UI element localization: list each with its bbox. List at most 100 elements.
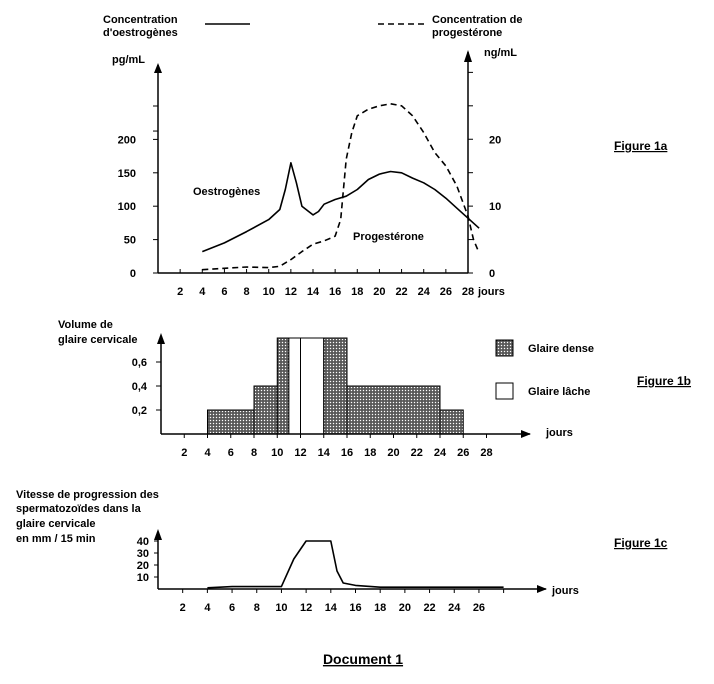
fig1a-right-unit: ng/mL: [484, 47, 517, 59]
fig1a-right-tick-label: 20: [489, 134, 501, 146]
fig1a-x-tick-label: 2: [177, 286, 183, 298]
fig1a-x-tick-label: 20: [373, 286, 385, 298]
fig1c-x-tick-label: 26: [473, 602, 485, 614]
fig1b-x-tick-label: 16: [341, 447, 353, 459]
fig1c-y-tick-label: 40: [137, 536, 149, 548]
fig1a-x-tick-label: 22: [395, 286, 407, 298]
fig1b-y-tick-label: 0,2: [132, 405, 147, 417]
figure-1c: Vitesse de progression des spermatozoïde…: [16, 489, 668, 614]
fig1a-annotation-progesterone: Progestérone: [353, 231, 424, 243]
legend-glaire-dense-label: Glaire dense: [528, 343, 594, 355]
legend-glaire-dense-swatch: [495, 339, 514, 357]
fig1a-x-tick-label: 10: [263, 286, 275, 298]
fig1b-bar: [439, 409, 464, 435]
legend-oestrogen-label-line1: Concentration: [103, 14, 178, 26]
fig1c-x-unit: jours: [551, 585, 579, 597]
fig1c-y-axis-arrow: [154, 529, 162, 540]
document-title: Document 1: [323, 651, 403, 667]
fig1b-x-tick-label: 22: [411, 447, 423, 459]
fig1b-y-tick-label: 0,6: [132, 357, 147, 369]
fig1b-x-tick-label: 14: [318, 447, 331, 459]
fig1b-x-tick-label: 20: [387, 447, 399, 459]
fig1c-x-tick-label: 20: [399, 602, 411, 614]
fig1b-bar: [300, 337, 325, 435]
fig1b-x-tick-label: 10: [271, 447, 283, 459]
fig1a-left-axis-arrow: [154, 63, 162, 73]
fig1a-series-oestrogen-line: [202, 162, 480, 253]
fig1b-x-tick-label: 2: [181, 447, 187, 459]
fig1c-y-tick-label: 30: [137, 548, 149, 560]
fig1c-x-axis-arrow: [537, 585, 547, 593]
fig1b-y-axis-arrow: [157, 333, 165, 344]
fig1b-x-tick-label: 6: [228, 447, 234, 459]
figure-1a: Concentration d'oestrogènes Concentratio…: [103, 14, 668, 298]
fig1c-x-tick-label: 4: [204, 602, 211, 614]
fig1c-x-tick-label: 16: [349, 602, 361, 614]
fig1c-x-tick-label: 2: [180, 602, 186, 614]
fig1c-x-tick-label: 14: [325, 602, 338, 614]
fig1a-x-unit: jours: [477, 286, 505, 298]
fig1a-figure-label: Figure 1a: [614, 139, 668, 153]
fig1c-figure-label: Figure 1c: [614, 536, 668, 550]
fig1b-x-tick-label: 18: [364, 447, 376, 459]
fig1a-left-tick-label: 100: [118, 201, 136, 213]
fig1b-bar: [276, 337, 290, 435]
fig1b-x-tick-label: 12: [294, 447, 306, 459]
fig1a-x-tick-label: 16: [329, 286, 341, 298]
fig1a-x-tick-label: 4: [199, 286, 206, 298]
fig1c-x-tick-label: 18: [374, 602, 386, 614]
fig1a-left-unit: pg/mL: [112, 54, 145, 66]
fig1a-annotation-oestrogen: Oestrogènes: [193, 186, 260, 198]
fig1a-right-tick-label: 10: [489, 201, 501, 213]
legend-progesterone-label-line1: Concentration de: [432, 14, 522, 26]
fig1a-left-tick-label: 50: [124, 235, 136, 247]
fig1b-ylabel-line2: glaire cervicale: [58, 334, 138, 346]
fig1c-series: [207, 540, 504, 589]
fig1c-x-tick-label: 8: [254, 602, 260, 614]
fig1c-series-line: [207, 540, 504, 589]
fig1a-x-tick-label: 26: [440, 286, 452, 298]
fig1a-left-tick-label: 200: [118, 134, 136, 146]
fig1a-x-tick-label: 8: [244, 286, 250, 298]
fig1a-series-progesterone-line: [202, 103, 480, 271]
fig1a-series: [202, 103, 480, 271]
fig1b-x-tick-label: 28: [480, 447, 492, 459]
fig1b-bar: [323, 337, 348, 435]
legend-glaire-lache-swatch: [495, 382, 514, 400]
fig1b-bar: [207, 409, 255, 435]
fig1a-x-tick-label: 24: [418, 286, 431, 298]
fig1b-x-unit: jours: [545, 427, 573, 439]
fig1a-x-tick-label: 12: [285, 286, 297, 298]
legend-glaire-lache-label: Glaire lâche: [528, 386, 590, 398]
fig1b-bar: [288, 337, 301, 435]
fig1c-x-tick-label: 6: [229, 602, 235, 614]
fig1a-left-tick-label: 0: [130, 268, 136, 280]
fig1a-x-tick-label: 6: [221, 286, 227, 298]
fig1b-bars: [207, 337, 464, 435]
figure-1b: Volume de glaire cervicale 2 4 6 8 10 12 14 16 1…: [58, 319, 691, 459]
fig1b-x-tick-label: 24: [434, 447, 447, 459]
fig1a-left-tick-label: 150: [118, 168, 136, 180]
fig1b-ylabel-line1: Volume de: [58, 319, 113, 331]
fig1c-x-tick-label: 24: [448, 602, 461, 614]
fig1c-ylabel-line1: Vitesse de progression des: [16, 489, 159, 501]
legend-oestrogen-label-line2: d'oestrogènes: [103, 27, 178, 39]
fig1c-x-tick-label: 12: [300, 602, 312, 614]
fig1b-y-tick-label: 0,4: [132, 381, 148, 393]
fig1a-x-tick-label: 28: [462, 286, 474, 298]
fig1c-ylabel-line2: spermatozoïdes dans la: [16, 503, 142, 515]
fig1b-bar: [346, 385, 441, 435]
fig1b-x-tick-label: 26: [457, 447, 469, 459]
fig1b-x-tick-label: 8: [251, 447, 257, 459]
fig1a-right-axis-arrow: [464, 50, 472, 62]
fig1c-y-tick-label: 10: [137, 572, 149, 584]
fig1c-x-tick-label: 22: [423, 602, 435, 614]
fig1a-axes: 2 4 6 8 10 12 14 16 18 20 22 24 26 28 jours05010015020…: [118, 50, 505, 298]
fig1c-y-tick-label: 20: [137, 560, 149, 572]
fig1c-ylabel-line3: glaire cervicale: [16, 518, 96, 530]
fig1b-figure-label: Figure 1b: [637, 374, 691, 388]
fig1a-x-tick-label: 18: [351, 286, 363, 298]
